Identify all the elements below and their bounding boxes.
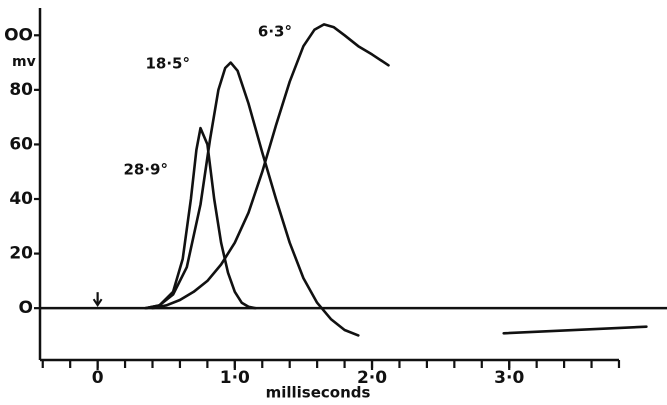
curve: [151, 23, 390, 310]
curve-label: 28·9°: [123, 161, 168, 179]
x-tick-label: 0: [92, 368, 104, 388]
curve-label: 6·3°: [258, 23, 292, 41]
x-tick-label: 1·0: [220, 368, 250, 388]
curve-label: 18·5°: [145, 55, 190, 73]
y-tick-label: 80: [9, 80, 33, 100]
y-tick-label: 20: [9, 244, 33, 264]
y-axis-label: mv: [12, 54, 36, 70]
curve: [502, 325, 648, 335]
x-axis-label: milliseconds: [266, 384, 371, 402]
stimulus-arrowhead: [92, 298, 103, 307]
y-tick-label: 60: [9, 134, 33, 154]
y-tick-label: OO: [4, 25, 33, 45]
curve: [144, 61, 360, 337]
curve: [144, 126, 257, 310]
y-tick-label: 40: [9, 189, 33, 209]
x-tick-label: 3·0: [494, 368, 524, 388]
y-tick-label: O: [19, 298, 33, 318]
x-tick-label: 2·0: [357, 368, 387, 388]
